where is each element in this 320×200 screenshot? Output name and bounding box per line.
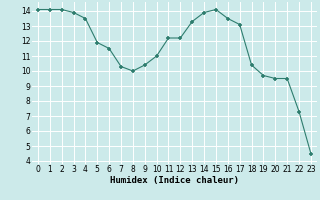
- X-axis label: Humidex (Indice chaleur): Humidex (Indice chaleur): [110, 176, 239, 185]
